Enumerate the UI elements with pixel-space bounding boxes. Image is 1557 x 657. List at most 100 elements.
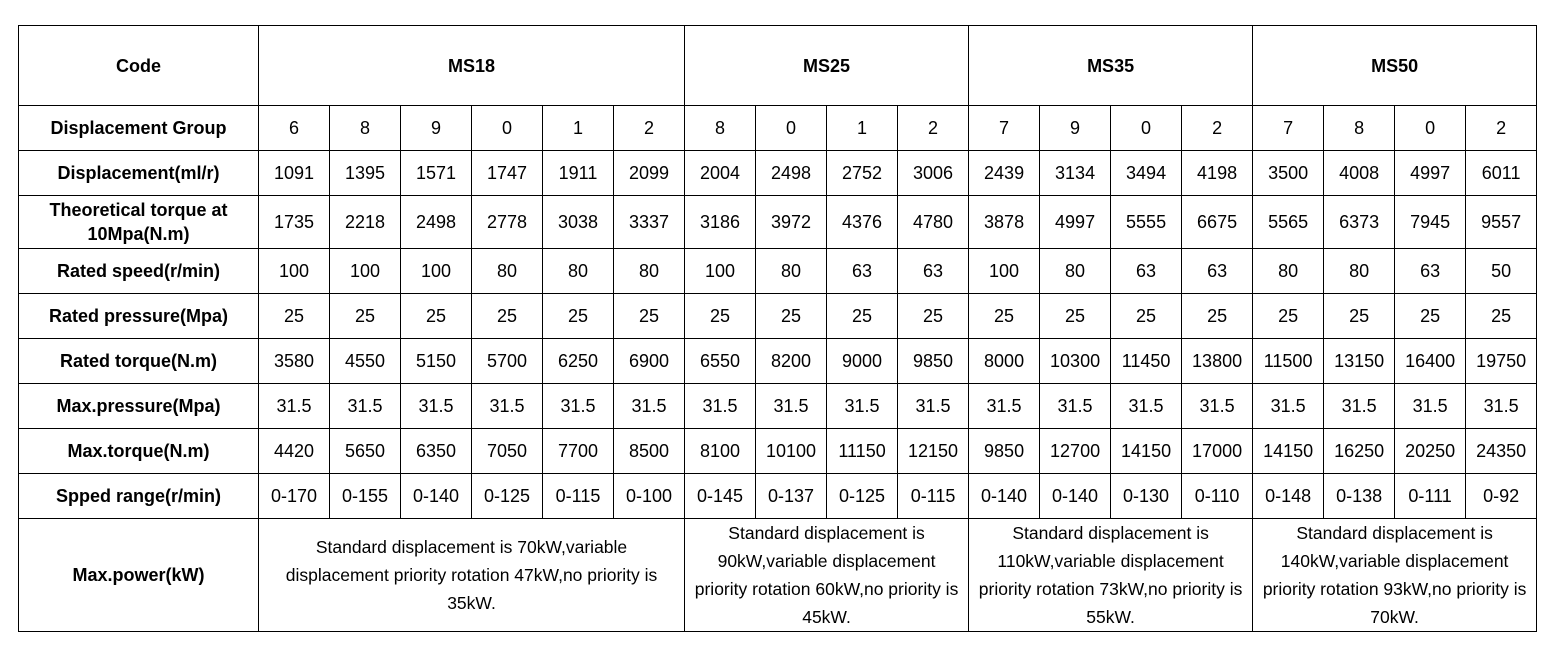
table-cell: 10300: [1039, 338, 1112, 384]
table-cell: 25: [400, 293, 472, 339]
table-cell: 31.5: [1110, 383, 1183, 429]
table-cell: 1735: [258, 195, 330, 249]
table-cell: 0: [755, 105, 828, 151]
table-cell: 100: [968, 248, 1041, 294]
table-cell: 31.5: [826, 383, 899, 429]
table-cell: 3878: [968, 195, 1041, 249]
table-cell: 0-137: [755, 473, 828, 519]
model-ms18-header: MS18: [257, 25, 686, 106]
row-label: Rated torque(N.m): [18, 338, 259, 384]
power-note-ms18: Standard displacement is 70kW,variable d…: [257, 518, 686, 632]
table-cell: 8500: [612, 428, 686, 474]
table-cell: 3494: [1110, 150, 1183, 196]
table-cell: 0-138: [1323, 473, 1396, 519]
table-cell: 3500: [1252, 150, 1325, 196]
table-cell: 14150: [1110, 428, 1183, 474]
table-cell: 25: [684, 293, 757, 339]
table-row: Max.torque(N.m) 4420 5650 6350 7050 7700 8500 8…: [18, 428, 1538, 474]
table-cell: 14150: [1252, 428, 1325, 474]
table-cell: 50: [1465, 248, 1538, 294]
table-row: Displacement Group 6 8 9 0 1 2 8 0 1 2 7 9 0 2 7 8 0 2: [18, 105, 1538, 151]
table-cell: 4997: [1394, 150, 1467, 196]
table-cell: 2: [897, 105, 970, 151]
table-cell: 25: [1323, 293, 1396, 339]
table-cell: 25: [1465, 293, 1538, 339]
table-cell: 6250: [542, 338, 614, 384]
table-cell: 31.5: [329, 383, 401, 429]
table-cell: 25: [826, 293, 899, 339]
table-cell: 1: [542, 105, 614, 151]
table-cell: 7945: [1394, 195, 1467, 249]
table-cell: 10100: [755, 428, 828, 474]
power-note-ms35: Standard displacement is 110kW,variable …: [968, 518, 1254, 632]
table-cell: 0-125: [471, 473, 543, 519]
table-row: Theoretical torque at 10Mpa(N.m) 1735 2218…: [18, 195, 1538, 249]
table-cell: 25: [1252, 293, 1325, 339]
table-cell: 31.5: [1394, 383, 1467, 429]
table-cell: 9: [400, 105, 472, 151]
table-cell: 3038: [542, 195, 614, 249]
table-cell: 9850: [897, 338, 970, 384]
table-cell: 31.5: [968, 383, 1041, 429]
table-cell: 63: [1394, 248, 1467, 294]
row-label: Max.power(kW): [18, 518, 259, 632]
table-cell: 0-170: [258, 473, 330, 519]
table-cell: 19750: [1465, 338, 1538, 384]
model-ms35-header: MS35: [968, 25, 1254, 106]
table-cell: 8: [329, 105, 401, 151]
table-cell: 31.5: [1323, 383, 1396, 429]
table-cell: 12150: [897, 428, 970, 474]
table-cell: 31.5: [897, 383, 970, 429]
table-row: Displacement(ml/r) 1091 1395 1571 1747 1911 20…: [18, 150, 1538, 196]
table-cell: 0: [1394, 105, 1467, 151]
table-cell: 2498: [400, 195, 472, 249]
table-cell: 3337: [612, 195, 686, 249]
table-cell: 25: [542, 293, 614, 339]
table-cell: 4198: [1181, 150, 1254, 196]
table-cell: 25: [471, 293, 543, 339]
max-power-row: Max.power(kW) Standard displacement is 70…: [18, 518, 1538, 632]
power-note-ms25: Standard displacement is 90kW,variable d…: [684, 518, 970, 632]
table-cell: 100: [329, 248, 401, 294]
table-cell: 9: [1039, 105, 1112, 151]
table-cell: 0-111: [1394, 473, 1467, 519]
table-cell: 100: [258, 248, 330, 294]
table-cell: 3134: [1039, 150, 1112, 196]
table-cell: 1091: [258, 150, 330, 196]
table-cell: 0: [1110, 105, 1183, 151]
table-cell: 31.5: [612, 383, 686, 429]
table-row: Rated pressure(Mpa) 25 25 25 25 25 25 25 25 25 25 2…: [18, 293, 1538, 339]
table-row: Rated speed(r/min) 100 100 100 80 80 80 100 80 63…: [18, 248, 1538, 294]
row-label: Spped range(r/min): [18, 473, 259, 519]
table-cell: 25: [1181, 293, 1254, 339]
table-cell: 63: [897, 248, 970, 294]
table-cell: 100: [400, 248, 472, 294]
table-cell: 31.5: [1465, 383, 1538, 429]
table-cell: 31.5: [258, 383, 330, 429]
table-cell: 11450: [1110, 338, 1183, 384]
table-cell: 31.5: [1039, 383, 1112, 429]
table-cell: 80: [755, 248, 828, 294]
table-cell: 8000: [968, 338, 1041, 384]
table-cell: 0-140: [1039, 473, 1112, 519]
table-cell: 13800: [1181, 338, 1254, 384]
table-cell: 5565: [1252, 195, 1325, 249]
table-cell: 2752: [826, 150, 899, 196]
row-label: Max.torque(N.m): [18, 428, 259, 474]
table-cell: 63: [826, 248, 899, 294]
table-cell: 2: [1181, 105, 1254, 151]
table-cell: 1395: [329, 150, 401, 196]
code-header: Code: [18, 25, 259, 106]
table-cell: 3186: [684, 195, 757, 249]
table-cell: 63: [1110, 248, 1183, 294]
table-cell: 11150: [826, 428, 899, 474]
table-cell: 80: [1323, 248, 1396, 294]
table-row: Max.pressure(Mpa) 31.5 31.5 31.5 31.5 31.5 31.…: [18, 383, 1538, 429]
table-cell: 0-115: [897, 473, 970, 519]
table-cell: 0-155: [329, 473, 401, 519]
table-cell: 5150: [400, 338, 472, 384]
table-cell: 4550: [329, 338, 401, 384]
table-cell: 5555: [1110, 195, 1183, 249]
table-row: Spped range(r/min) 0-170 0-155 0-140 0-125 0-…: [18, 473, 1538, 519]
table-cell: 2: [612, 105, 686, 151]
